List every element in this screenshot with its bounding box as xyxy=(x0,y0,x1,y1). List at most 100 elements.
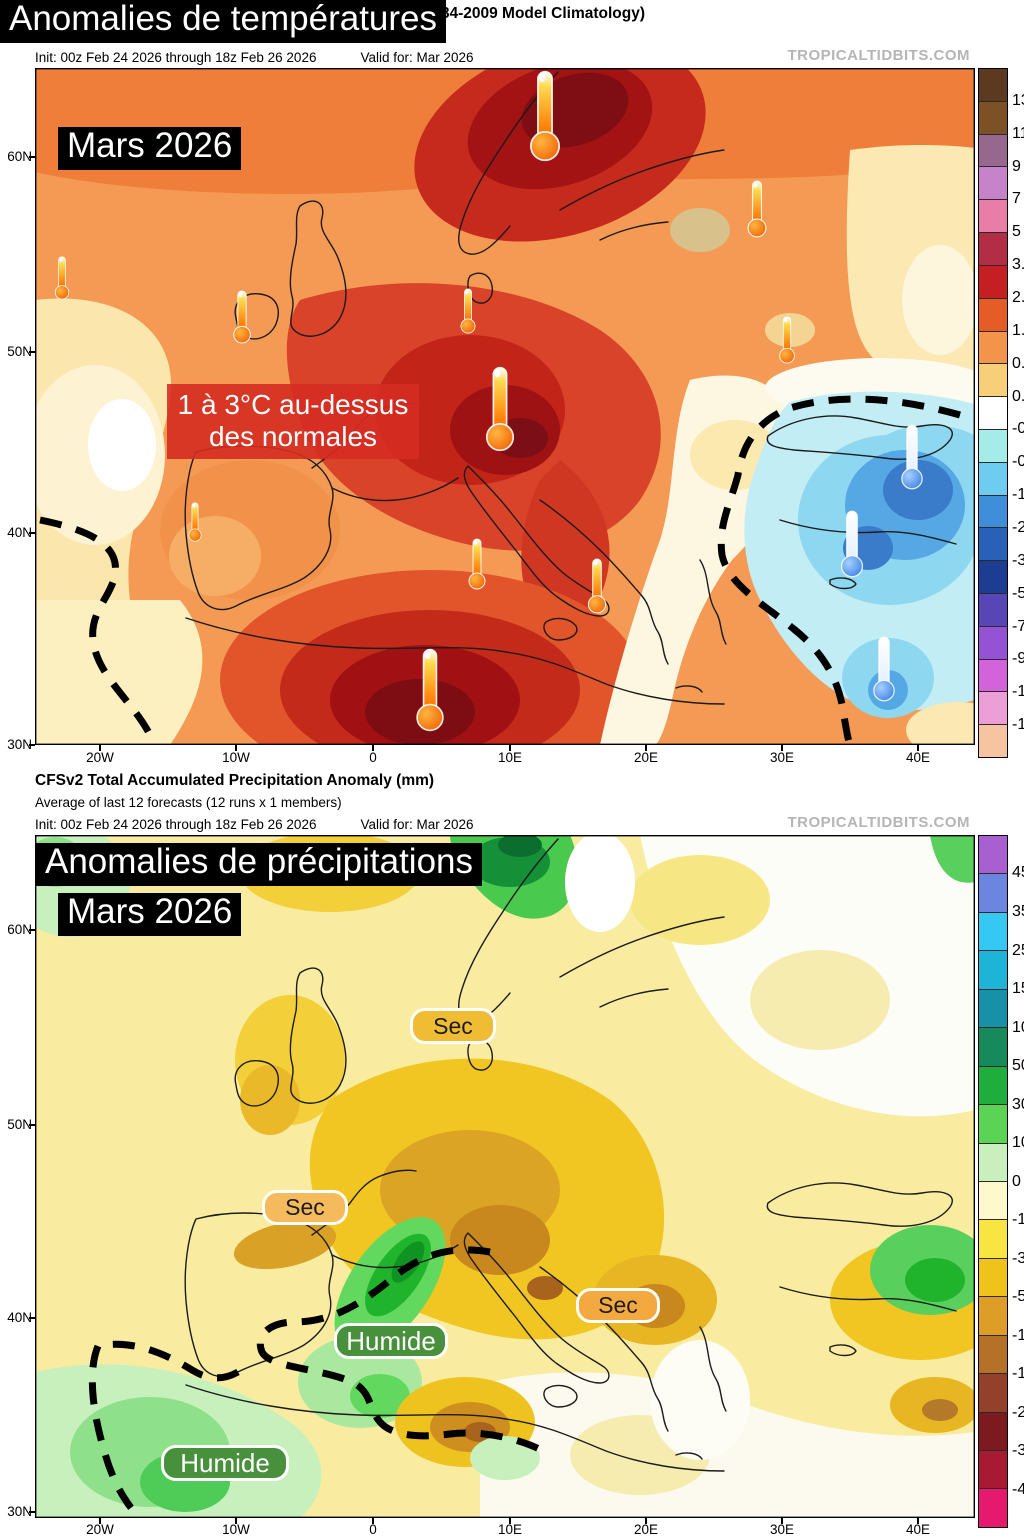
colorbar-cell xyxy=(979,364,1007,398)
colorbar-tick-label: 5 xyxy=(1012,223,1021,241)
wet-label-text: Humide xyxy=(180,1447,270,1478)
colorbar-cell xyxy=(979,594,1007,627)
axis-tick-mark xyxy=(235,745,237,751)
axis-tick-mark xyxy=(235,1518,237,1524)
temperature-map xyxy=(35,68,975,745)
colorbar-tick-label: -9 xyxy=(1012,650,1024,668)
longitude-tick-label: 0 xyxy=(369,1522,377,1537)
longitude-tick-label: 40E xyxy=(905,750,931,765)
colorbar-cell xyxy=(979,200,1007,234)
latitude-tick-label: 40N xyxy=(7,525,32,540)
colorbar-tick-label: 50 xyxy=(1012,1057,1024,1074)
colorbar-tick-label: 11 xyxy=(1012,124,1024,142)
latitude-tick-label: 60N xyxy=(7,149,32,164)
longitude-tick-label: 40E xyxy=(905,1522,931,1537)
temp-overlay-month: Mars 2026 xyxy=(58,127,242,170)
colorbar-cell xyxy=(979,1412,1007,1451)
precip-map-title: CFSv2 Total Accumulated Precipitation An… xyxy=(35,772,435,789)
dry-label-text: Sec xyxy=(285,1194,325,1220)
colorbar-cell xyxy=(979,692,1007,726)
tropicaltidbits-watermark: TROPICALTIDBITS.COM xyxy=(787,814,970,831)
temp-colorbar xyxy=(978,68,1008,758)
colorbar-cell xyxy=(979,1451,1007,1490)
colorbar-cell xyxy=(979,397,1007,430)
colorbar-tick-label: 0 xyxy=(1012,1172,1021,1190)
colorbar-cell xyxy=(979,836,1007,875)
longitude-tick-label: 30E xyxy=(769,1522,795,1537)
colorbar-cell xyxy=(979,1374,1007,1413)
precipitation-field xyxy=(35,835,975,1518)
dashed-boundary-annotation xyxy=(88,1340,240,1517)
colorbar-cell xyxy=(979,167,1007,201)
colorbar-tick-label: 450 xyxy=(1012,864,1024,882)
wet-label-text: Humide xyxy=(346,1325,436,1356)
colorbar-tick-label: -30 xyxy=(1012,1249,1024,1267)
colorbar-cell xyxy=(979,528,1007,562)
temp-valid-text: Valid for: Mar 2026 xyxy=(360,50,474,65)
colorbar-cell xyxy=(979,233,1007,266)
axis-tick-mark xyxy=(509,745,511,751)
colorbar-tick-label: -3.5 xyxy=(1012,551,1024,569)
latitude-tick-label: 30N xyxy=(7,1504,32,1519)
colorbar-cell xyxy=(979,1105,1007,1144)
colorbar-tick-label: 3.5 xyxy=(1012,256,1024,274)
temp-map-initline: Init: 00z Feb 24 2026 through 18z Feb 26… xyxy=(35,50,474,65)
longitude-tick-label: 20W xyxy=(86,1522,114,1537)
precip-init-text: Init: 00z Feb 24 2026 through 18z Feb 26… xyxy=(35,817,317,832)
colorbar-cell xyxy=(979,626,1007,660)
temp-callout: 1 à 3°C au-dessus des normales xyxy=(167,384,419,460)
axis-tick-mark xyxy=(781,1518,783,1524)
axis-tick-mark xyxy=(29,532,35,534)
axis-tick-mark xyxy=(372,745,374,751)
colorbar-cell xyxy=(979,874,1007,913)
colorbar-tick-label: -13 xyxy=(1012,716,1024,734)
longitude-tick-label: 20E xyxy=(633,1522,659,1537)
latitude-tick-label: 60N xyxy=(7,922,32,937)
colorbar-tick-label: -0.25 xyxy=(1012,420,1024,438)
axis-tick-mark xyxy=(29,156,35,158)
colorbar-tick-label: 9 xyxy=(1012,157,1021,175)
colorbar-tick-label: 250 xyxy=(1012,941,1024,959)
axis-tick-mark xyxy=(645,1518,647,1524)
colorbar-tick-label: -5 xyxy=(1012,584,1024,602)
longitude-tick-label: 30E xyxy=(769,750,795,765)
colorbar-tick-label: -7 xyxy=(1012,617,1024,635)
colorbar-tick-label: -2.5 xyxy=(1012,519,1024,536)
colorbar-tick-label: -100 xyxy=(1012,1326,1024,1344)
colorbar-tick-label: -50 xyxy=(1012,1288,1024,1305)
axis-tick-mark xyxy=(99,745,101,751)
colorbar-cell xyxy=(979,1181,1007,1221)
colorbar-tick-label: -11 xyxy=(1012,683,1024,701)
temp-init-text: Init: 00z Feb 24 2026 through 18z Feb 26… xyxy=(35,50,317,65)
precip-map-initline: Init: 00z Feb 24 2026 through 18z Feb 26… xyxy=(35,817,474,832)
longitude-tick-label: 20E xyxy=(633,750,659,765)
colorbar-cell xyxy=(979,1220,1007,1259)
colorbar-cell xyxy=(979,298,1007,332)
colorbar-tick-label: 13 xyxy=(1012,91,1024,109)
colorbar-cell xyxy=(979,331,1007,365)
precip-map-subtitle: Average of last 12 forecasts (12 runs x … xyxy=(35,795,342,810)
colorbar-cell xyxy=(979,1143,1007,1182)
dry-label: Sec xyxy=(576,1288,660,1323)
colorbar-tick-label: 0.75 xyxy=(1012,354,1024,372)
dashed-boundary-annotation xyxy=(39,516,154,737)
temp-colorbar-ticks: 13 11 9 7 5 3.5 2.5 1.5 0.75 0.25 -0.25 -0.75 -1.5 -2… xyxy=(1012,68,1024,758)
colorbar-tick-label: -1.5 xyxy=(1012,486,1024,504)
longitude-tick-label: 0 xyxy=(369,750,377,765)
colorbar-tick-label: 2.5 xyxy=(1012,289,1024,306)
axis-tick-mark xyxy=(29,744,35,746)
colorbar-tick-label: 10 xyxy=(1012,1133,1024,1151)
colorbar-cell xyxy=(979,1066,1007,1106)
temp-callout-line2: des normales xyxy=(208,420,378,452)
longitude-tick-label: 10W xyxy=(222,750,250,765)
colorbar-cell xyxy=(979,134,1007,168)
colorbar-cell xyxy=(979,265,1007,299)
precip-overlay-month: Mars 2026 xyxy=(58,893,242,936)
wet-label: Humide xyxy=(161,1445,289,1481)
axis-tick-mark xyxy=(917,1518,919,1524)
colorbar-tick-label: -10 xyxy=(1012,1211,1024,1228)
precip-colorbar-ticks: 4503502501501005030100-10-30-50-100-150-… xyxy=(1012,835,1024,1528)
latitude-tick-label: 50N xyxy=(7,344,32,359)
axis-tick-mark xyxy=(645,745,647,751)
